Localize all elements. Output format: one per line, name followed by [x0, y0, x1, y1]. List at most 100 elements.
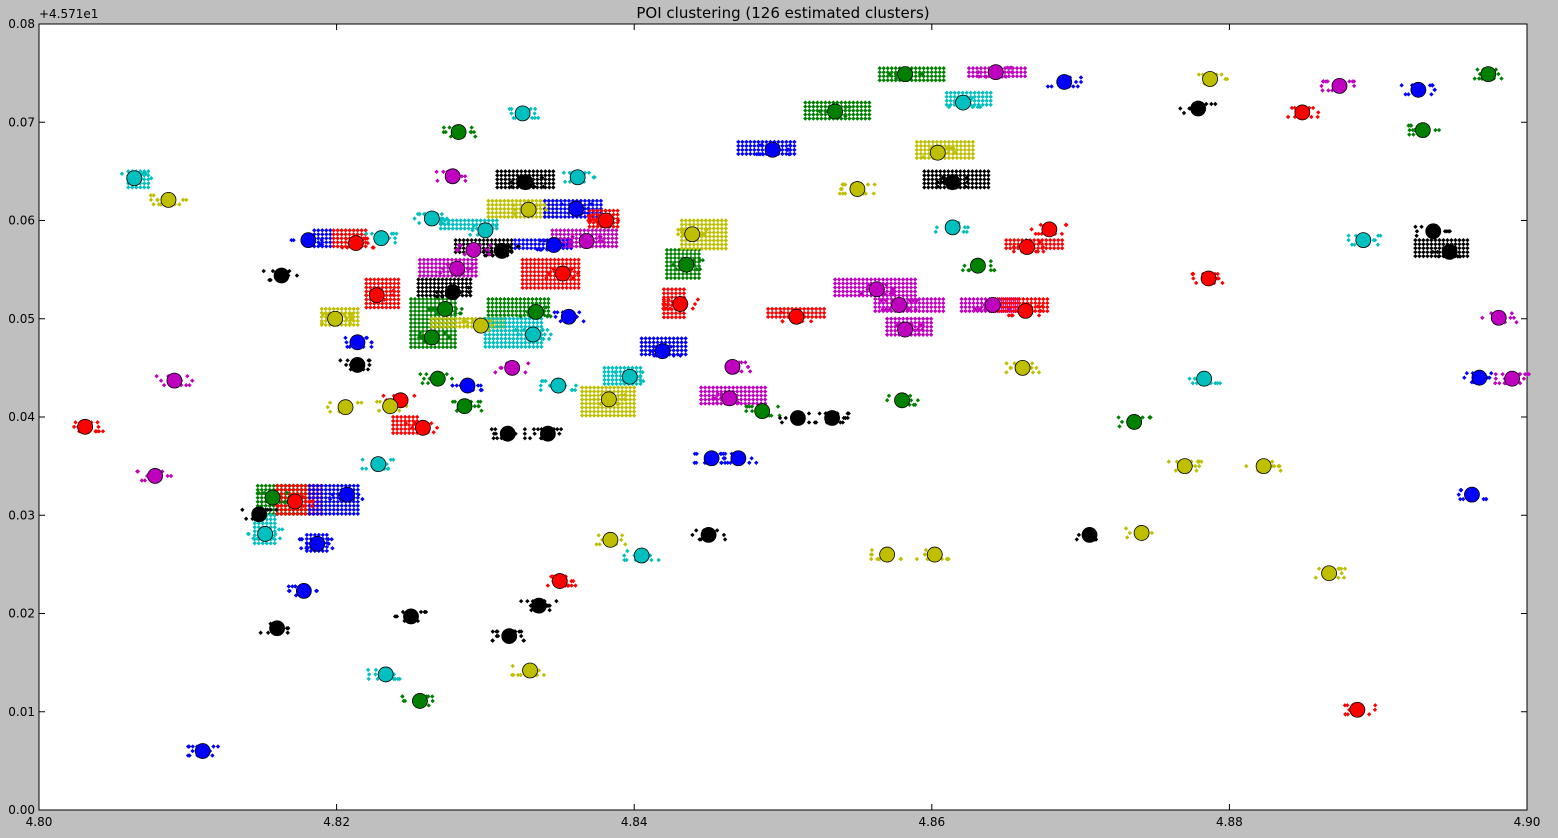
cluster-member-point: [897, 78, 902, 83]
cluster-member-point: [1436, 254, 1441, 259]
cluster-member-point: [351, 507, 357, 512]
cluster-member-point: [803, 112, 808, 117]
cluster-member-point: [980, 90, 985, 95]
cluster-member-point: [495, 185, 500, 190]
cluster-member-point: [586, 198, 592, 204]
cluster-member-point: [807, 100, 812, 105]
cluster-member-point: [706, 393, 712, 398]
cluster-member-point: [844, 293, 850, 298]
cluster-member-point: [683, 242, 689, 247]
cluster-member-point: [746, 393, 752, 398]
cluster-member-point: [558, 206, 564, 212]
cluster-member-point: [573, 383, 579, 388]
cluster-member-point: [412, 328, 418, 334]
cluster-member-point: [543, 173, 548, 178]
cluster-member-point: [925, 296, 930, 302]
cluster-member-point: [703, 242, 709, 247]
cluster-member-point: [562, 202, 568, 208]
cluster-member-point: [412, 332, 418, 338]
cluster-member-point: [470, 218, 475, 223]
cluster-member-point: [963, 308, 968, 314]
cluster-member-point: [880, 281, 886, 286]
cluster-member-point: [1010, 74, 1016, 79]
cluster-member-point: [388, 457, 394, 462]
cluster-member-point: [1041, 296, 1046, 302]
cluster-member-point: [464, 281, 469, 286]
cluster-member-point: [896, 289, 902, 294]
cluster-member-point: [962, 151, 968, 157]
cluster-member-point: [442, 330, 447, 336]
cluster-member-point: [520, 285, 525, 290]
cluster-member-point: [490, 312, 495, 318]
cluster-member-point: [335, 236, 340, 241]
cluster-member-point: [314, 588, 320, 594]
cluster-member-point: [570, 275, 576, 281]
cluster-member-point: [143, 171, 148, 176]
cluster-member-point: [516, 332, 521, 337]
cluster-member-point: [420, 320, 426, 326]
cluster-member-point: [462, 174, 468, 179]
cluster-member-point: [691, 222, 697, 227]
cluster-member-point: [562, 198, 568, 204]
cluster-member-point: [507, 177, 512, 182]
cluster-member-point: [613, 370, 618, 375]
cluster-member-point: [1022, 66, 1028, 71]
cluster-member-point: [1018, 66, 1024, 71]
cluster-member-point: [1013, 300, 1018, 306]
cluster-member-point: [594, 206, 600, 212]
cluster-member-point: [310, 499, 315, 504]
cluster-member-point: [1033, 296, 1038, 302]
cluster-member-point: [815, 100, 820, 105]
cluster-member-point: [1025, 296, 1030, 302]
cluster-member-point: [436, 277, 441, 282]
cluster-member-point: [881, 300, 886, 306]
cluster-member-point: [453, 241, 458, 247]
cluster-member-point: [823, 100, 828, 105]
cluster-member-point: [1056, 237, 1061, 243]
cluster-member-point: [914, 147, 920, 153]
cluster-member-point: [420, 304, 426, 310]
cluster-member-point: [855, 116, 860, 121]
cluster-member-point: [498, 296, 503, 302]
cluster-member-point: [1016, 237, 1021, 243]
cluster-member-point: [925, 304, 930, 310]
cluster-member-point: [1461, 245, 1466, 251]
cluster-member-point: [941, 300, 946, 306]
cluster-member-point: [722, 385, 728, 390]
cluster-member-point: [319, 491, 325, 496]
cluster-member-point: [449, 320, 455, 325]
cluster-member-point: [409, 425, 415, 431]
cluster-member-point: [499, 173, 504, 178]
cluster-member-point: [389, 231, 394, 236]
cluster-member-point: [948, 98, 953, 103]
cluster-member-point: [855, 104, 860, 109]
cluster-member-point: [260, 541, 265, 546]
cluster-member-point: [574, 240, 579, 245]
cluster-member-point: [289, 237, 294, 243]
cluster-member-point: [495, 181, 500, 186]
cluster-member-point: [440, 277, 445, 282]
cluster-member-point: [677, 287, 683, 292]
cluster-member-point: [452, 344, 458, 350]
cluster-member-point: [972, 98, 977, 103]
cluster-member-point: [615, 409, 621, 414]
cluster-member-point: [1508, 315, 1513, 320]
cluster-member-point: [499, 344, 504, 349]
cluster-member-point: [699, 222, 705, 227]
cluster-member-point: [980, 102, 985, 107]
cluster-member-point: [280, 527, 285, 532]
cluster-member-point: [412, 340, 418, 346]
cluster-member-point: [954, 147, 960, 153]
cluster-member-point: [742, 389, 748, 394]
cluster-member-point: [968, 102, 973, 107]
cluster-member-point: [926, 139, 932, 145]
cluster-member-point: [937, 70, 942, 75]
cluster-member-point: [917, 78, 922, 83]
cluster-member-point: [970, 151, 976, 157]
cluster-member-point: [424, 324, 430, 330]
cluster-member-point: [1433, 245, 1438, 251]
cluster-member-point: [392, 305, 397, 310]
cluster-member-point: [532, 245, 538, 251]
cluster-member-point: [391, 457, 396, 462]
cluster-member-point: [499, 365, 504, 371]
